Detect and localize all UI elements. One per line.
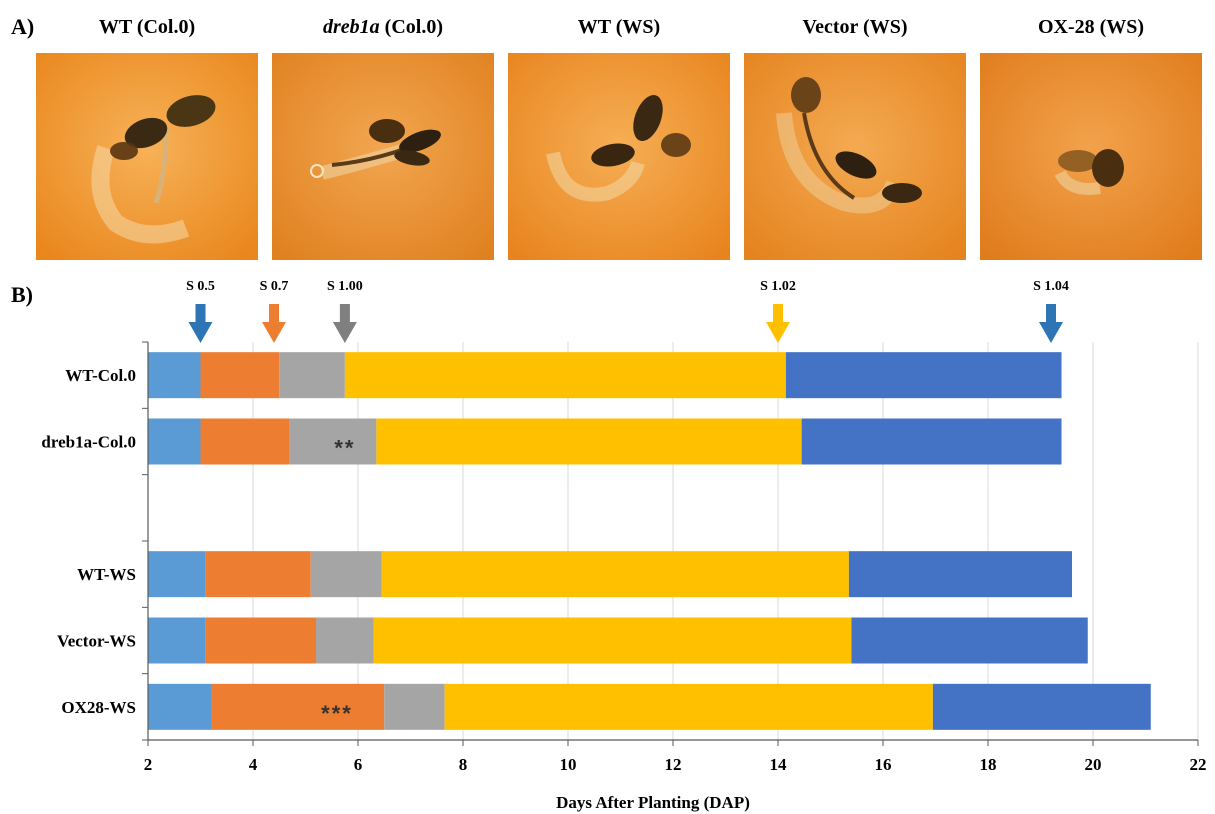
x-tick-label: 4 bbox=[249, 755, 258, 774]
bar-segment bbox=[801, 418, 1062, 465]
down-arrow-icon bbox=[1039, 304, 1063, 343]
photo-label-qualifier: (Col.0) bbox=[136, 16, 196, 38]
bar-segment bbox=[148, 551, 206, 598]
photo-label-qualifier: (WS) bbox=[863, 16, 908, 38]
panel-b-label: B) bbox=[11, 282, 33, 307]
significance-annotation: *** bbox=[321, 701, 353, 726]
photo-label-vector-ws: Vector (WS) bbox=[744, 16, 966, 39]
bar-segment bbox=[211, 683, 385, 730]
bar-segment bbox=[381, 551, 849, 598]
bar-segment bbox=[310, 551, 382, 598]
photo-label-qualifier: (Col.0) bbox=[384, 16, 443, 38]
down-arrow-icon bbox=[188, 304, 213, 343]
bar-segment bbox=[344, 352, 786, 399]
category-label: Vector-WS bbox=[57, 632, 136, 651]
photo-label-qualifier: (WS) bbox=[615, 16, 661, 38]
stage-marker-label: S 1.04 bbox=[1033, 279, 1069, 294]
x-axis-title: Days After Planting (DAP) bbox=[556, 793, 750, 812]
x-tick-label: 20 bbox=[1085, 755, 1102, 774]
photo-label-name: WT bbox=[98, 16, 132, 38]
category-label: WT-Col.0 bbox=[65, 366, 136, 385]
x-tick-label: 18 bbox=[980, 755, 997, 774]
photo-label-dreb1a-col0: dreb1a (Col.0) bbox=[272, 16, 494, 39]
bar-segment bbox=[851, 617, 1088, 664]
photo-label-name: Vector bbox=[802, 16, 859, 38]
bar-segment bbox=[289, 418, 377, 465]
bar-segment bbox=[148, 352, 201, 399]
x-tick-label: 12 bbox=[665, 755, 682, 774]
photo-label-wt-ws: WT (WS) bbox=[508, 16, 730, 39]
bar-segment bbox=[384, 683, 445, 730]
seedling-photo-wt-col0 bbox=[36, 53, 258, 260]
bar-segment bbox=[148, 418, 201, 465]
stage-marker-label: S 0.7 bbox=[260, 279, 289, 294]
bar-segment bbox=[279, 352, 345, 399]
seedling-photo-vector-ws bbox=[744, 53, 966, 260]
photo-label-name: WT bbox=[577, 16, 611, 38]
bar-segment bbox=[373, 617, 852, 664]
down-arrow-icon bbox=[332, 304, 357, 343]
photo-label-ox28-ws: OX-28 (WS) bbox=[980, 16, 1202, 39]
bar-segment bbox=[848, 551, 1072, 598]
x-tick-label: 22 bbox=[1190, 755, 1207, 774]
x-tick-label: 6 bbox=[354, 755, 363, 774]
panel-a-label: A) bbox=[11, 14, 35, 39]
bar-segment bbox=[205, 551, 311, 598]
x-tick-label: 10 bbox=[560, 755, 577, 774]
category-label: WT-WS bbox=[77, 565, 136, 584]
bar-segment bbox=[316, 617, 374, 664]
stage-marker-label: S 1.02 bbox=[760, 279, 796, 294]
x-tick-label: 2 bbox=[144, 755, 153, 774]
photo-label-name: dreb1a bbox=[323, 16, 380, 38]
x-tick-label: 8 bbox=[459, 755, 468, 774]
photo-label-qualifier: (WS) bbox=[1099, 16, 1145, 38]
bar-segment bbox=[200, 352, 280, 399]
seedling-photo-dreb1a-col0 bbox=[272, 53, 494, 260]
bar-segment bbox=[376, 418, 802, 465]
bar-segment bbox=[785, 352, 1062, 399]
category-label: OX28-WS bbox=[61, 698, 136, 717]
bar-segment bbox=[148, 617, 206, 664]
significance-annotation: ** bbox=[334, 436, 355, 461]
bar-segment bbox=[200, 418, 290, 465]
x-tick-label: 14 bbox=[770, 755, 788, 774]
down-arrow-icon bbox=[766, 304, 790, 343]
bar-segment bbox=[444, 683, 933, 730]
photo-label-wt-col0: WT (Col.0) bbox=[36, 16, 258, 39]
photo-label-name: OX-28 bbox=[1037, 16, 1095, 38]
bar-segment bbox=[932, 683, 1151, 730]
seedling-photo-wt-ws bbox=[508, 53, 730, 260]
bar-segment bbox=[148, 683, 211, 730]
down-arrow-icon bbox=[262, 304, 286, 343]
bar-segment bbox=[205, 617, 316, 664]
category-label: dreb1a-Col.0 bbox=[41, 433, 136, 452]
x-tick-label: 16 bbox=[875, 755, 892, 774]
stage-marker-label: S 0.5 bbox=[186, 279, 215, 294]
stage-marker-label: S 1.00 bbox=[327, 279, 363, 294]
seedling-photo-ox28-ws bbox=[980, 53, 1202, 260]
